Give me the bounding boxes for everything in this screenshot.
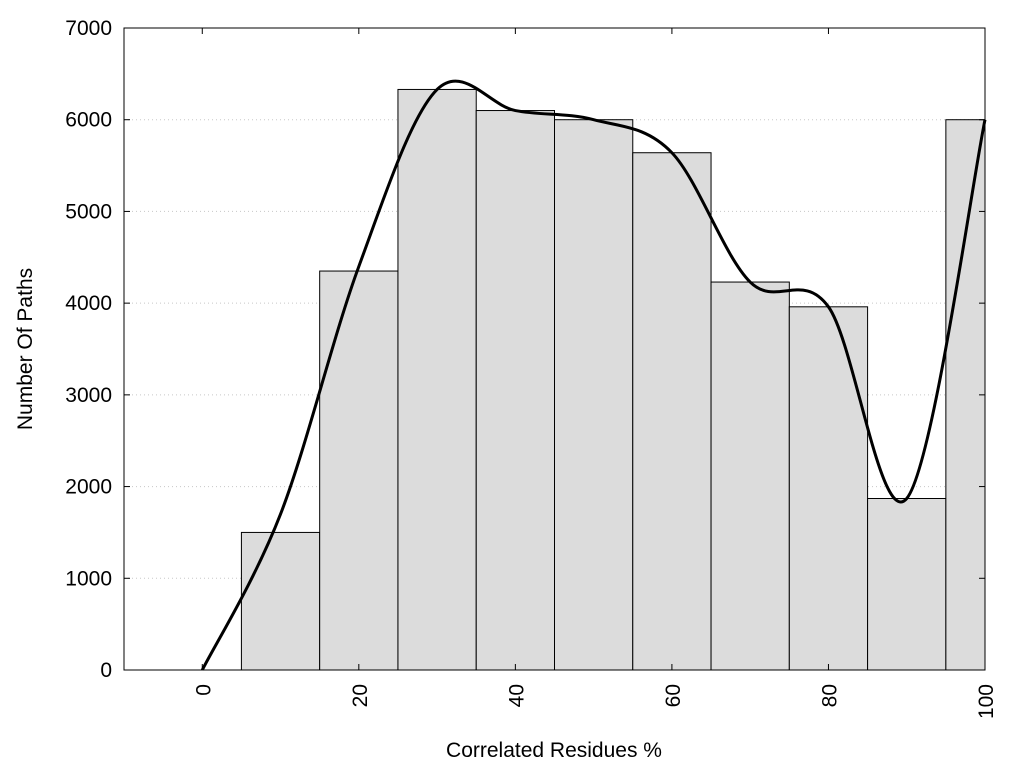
- bar-70: [710, 281, 790, 671]
- bar-30: [397, 88, 477, 671]
- y-tick-label-0: 0: [100, 659, 112, 682]
- bar-80: [788, 306, 869, 671]
- y-tick-label-7000: 7000: [65, 17, 112, 40]
- y-axis-ticks: 0 1000 2000 3000 4000 5000 6000 7000: [65, 17, 985, 682]
- y-tick-label-5000: 5000: [65, 200, 112, 223]
- y-axis-label: Number Of Paths: [14, 268, 37, 430]
- bar-10: [240, 531, 321, 671]
- bar-50: [554, 119, 634, 671]
- trend-curve: [200, 79, 987, 671]
- x-axis-ticks: 0 20 40 60 80 100: [192, 28, 998, 719]
- bar-60: [632, 152, 712, 671]
- x-tick-label-40: 40: [505, 684, 528, 707]
- bar-100: [945, 119, 986, 671]
- x-tick-label-80: 80: [818, 684, 841, 707]
- x-tick-label-20: 20: [349, 684, 372, 707]
- bars: [240, 88, 986, 671]
- y-tick-label-1000: 1000: [65, 567, 112, 590]
- x-tick-label-100: 100: [975, 684, 998, 719]
- y-tick-label-3000: 3000: [65, 384, 112, 407]
- x-axis-label: Correlated Residues %: [446, 739, 662, 762]
- y-tick-label-2000: 2000: [65, 476, 112, 499]
- bar-20: [319, 270, 399, 671]
- bar-90: [867, 497, 947, 671]
- x-tick-label-0: 0: [192, 684, 215, 696]
- y-tick-label-6000: 6000: [65, 109, 112, 132]
- x-tick-label-60: 60: [662, 684, 685, 707]
- trend-line: [200, 79, 987, 671]
- plot-frame: [123, 27, 986, 671]
- y-tick-label-4000: 4000: [65, 292, 112, 315]
- bar-40: [475, 110, 555, 671]
